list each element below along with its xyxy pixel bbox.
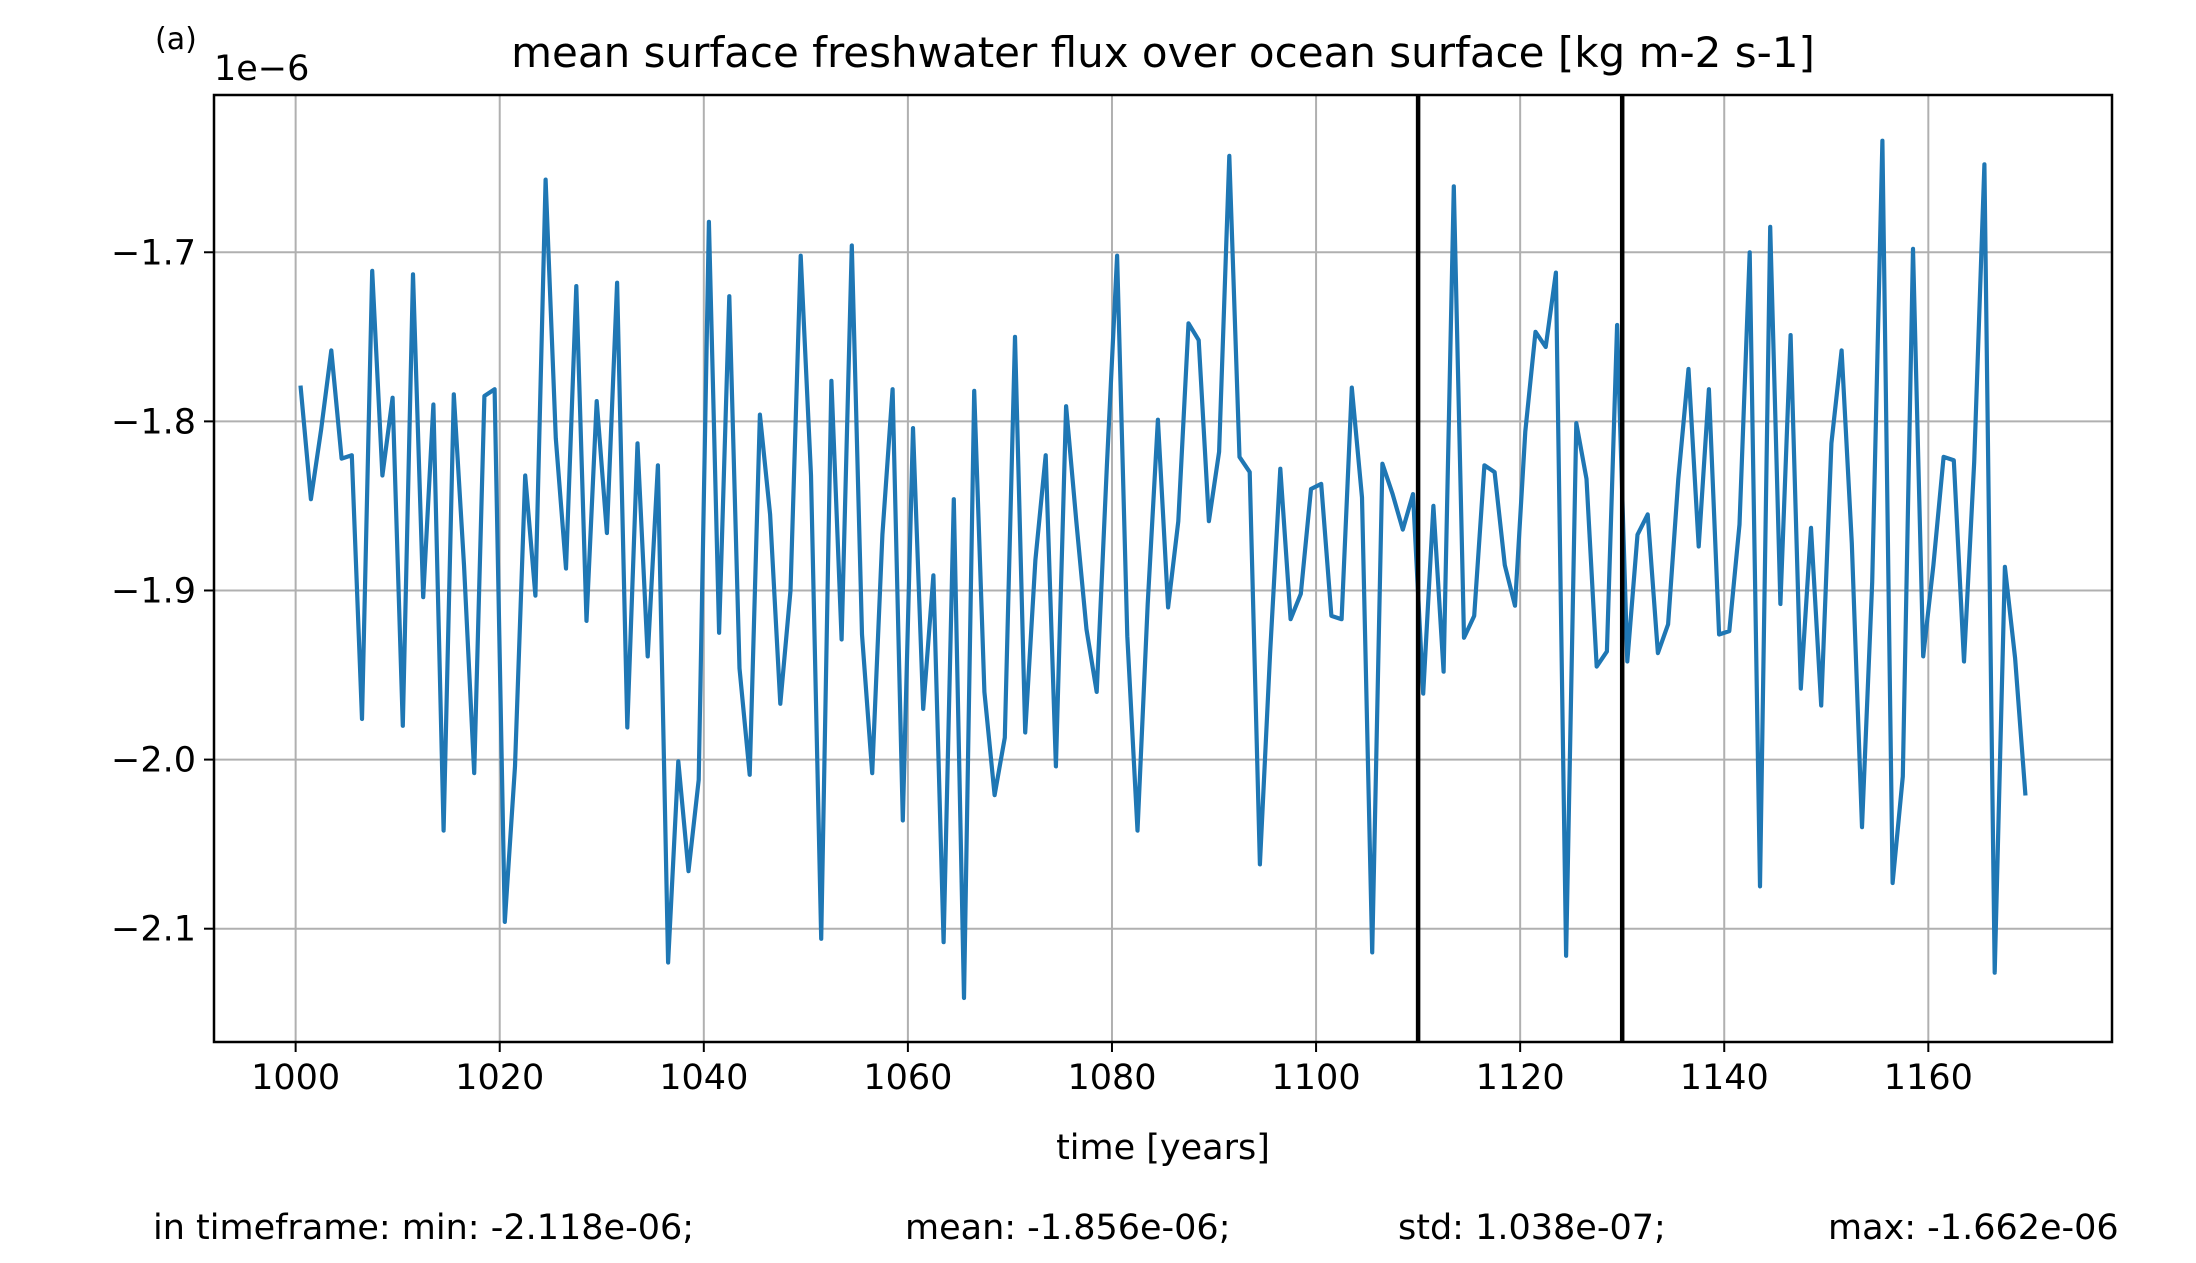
plot-frame [212,93,2114,1044]
grid-lines [214,95,2112,1042]
x-tick-label: 1020 [455,1058,544,1098]
x-tick-label: 1120 [1476,1058,1565,1098]
y-tick-label: −1.9 [111,571,196,611]
x-tick-label: 1160 [1884,1058,1973,1098]
marker-lines [1415,95,1625,1042]
data-line [298,138,2028,1001]
footer-mean: mean: -1.856e-06; [905,1208,1231,1248]
y-tick-label: −2.0 [111,741,196,781]
footer-std: std: 1.038e-07; [1398,1208,1666,1248]
x-tick-label: 1000 [251,1058,340,1098]
series-layer [298,138,2028,1001]
y-offset-label: 1e−6 [214,49,309,89]
x-axis: 1000 1020 1040 1060 1080 1100 1120 1140 1160 [251,1042,1973,1098]
x-tick-label: 1080 [1067,1058,1156,1098]
x-tick-label: 1140 [1680,1058,1769,1098]
x-tick-label: 1060 [863,1058,952,1098]
x-tick-label: 1040 [659,1058,748,1098]
footer-min: in timeframe: min: -2.118e-06; [153,1208,694,1248]
x-axis-label: time [years] [1056,1128,1270,1168]
panel-label: (a) [155,22,197,57]
x-tick-label: 1100 [1272,1058,1361,1098]
footer-max: max: -1.662e-06 [1828,1208,2119,1248]
chart-title: mean surface freshwater flux over ocean … [511,28,1815,77]
y-tick-label: −2.1 [111,910,196,950]
y-tick-label: −1.7 [111,233,196,273]
y-tick-label: −1.8 [111,402,196,442]
y-axis: −1.7 −1.8 −1.9 −2.0 −2.1 [111,233,214,950]
